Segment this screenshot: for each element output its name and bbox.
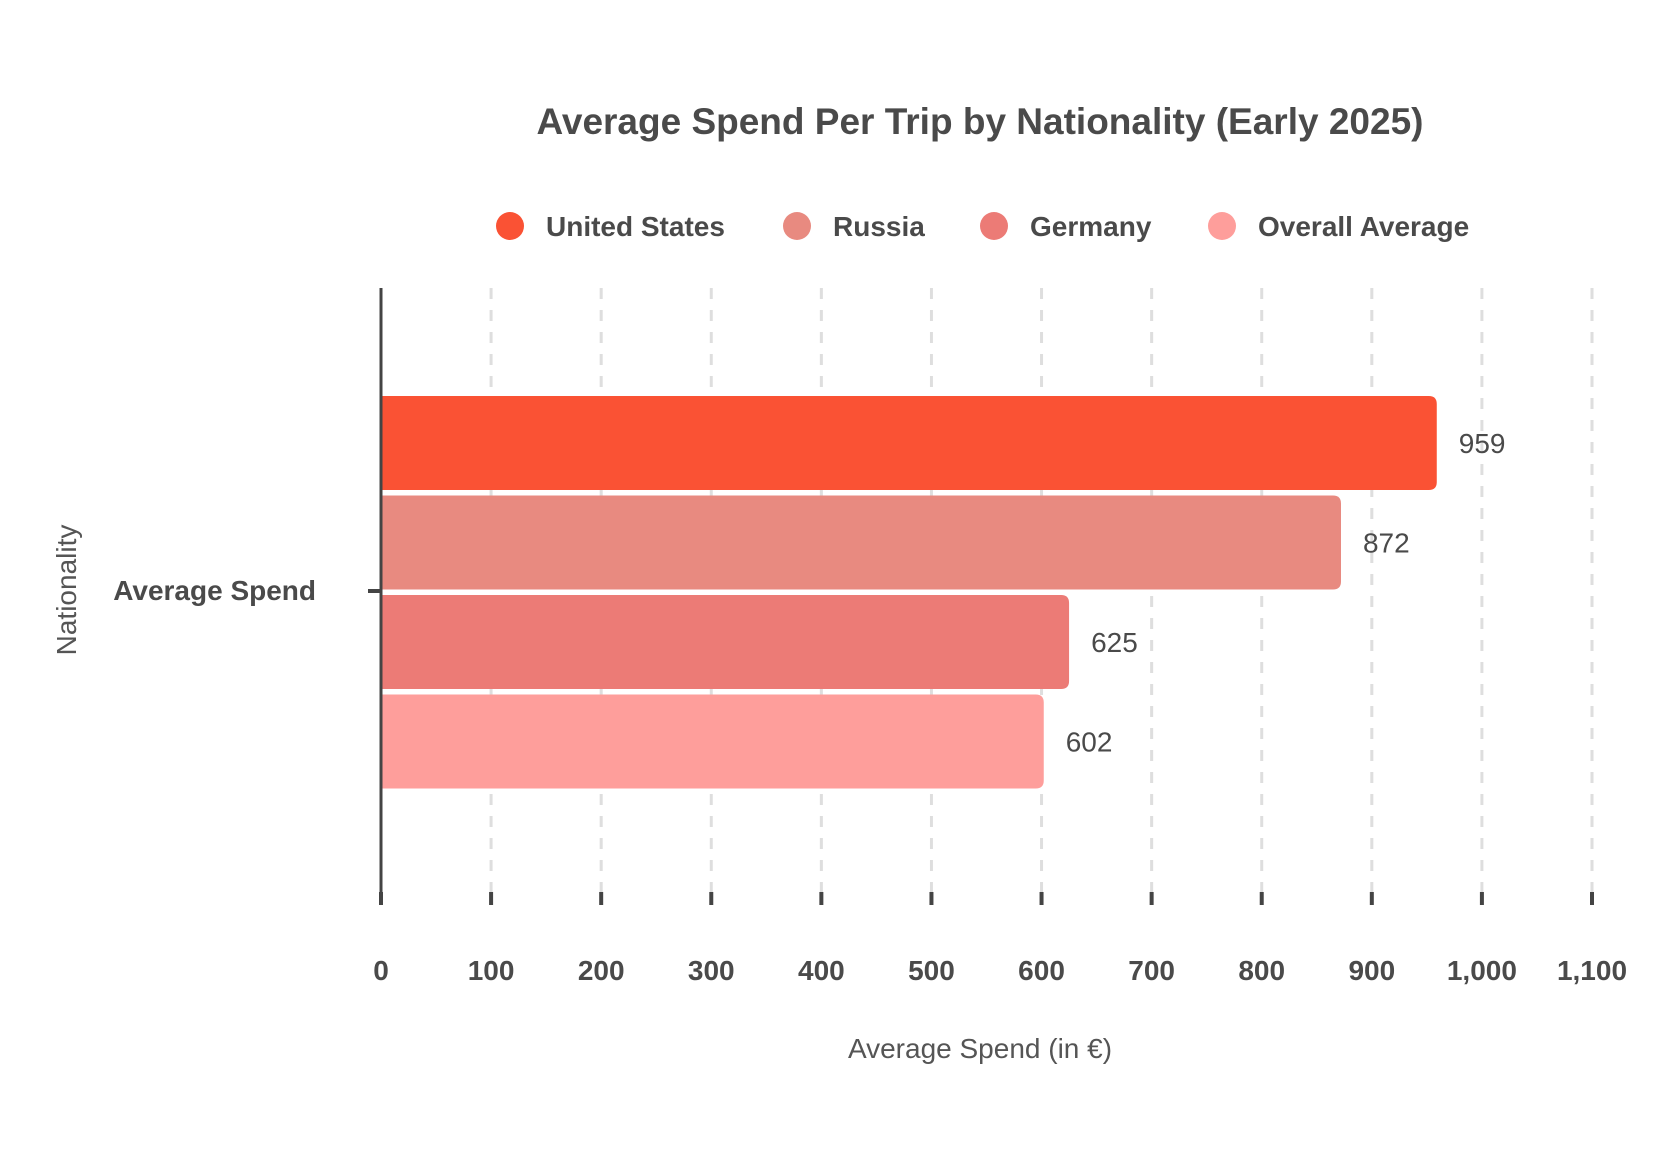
y-axis-title: Nationality <box>51 525 82 656</box>
x-tick-label-900: 900 <box>1348 955 1395 986</box>
legend-item-united-states[interactable]: United States <box>496 211 725 242</box>
x-tick-label-200: 200 <box>578 955 625 986</box>
legend-label-overall-average: Overall Average <box>1258 211 1469 242</box>
y-category-label: Average Spend <box>113 575 316 606</box>
data-label-united-states: 959 <box>1459 428 1506 459</box>
legend-swatch-germany <box>980 212 1008 240</box>
x-tick-label-100: 100 <box>468 955 515 986</box>
x-tick-label-700: 700 <box>1128 955 1175 986</box>
legend-item-russia[interactable]: Russia <box>783 211 925 242</box>
data-labels: 959 872 625 602 <box>1066 428 1506 758</box>
bar-united-states <box>381 396 1437 490</box>
data-label-germany: 625 <box>1091 627 1138 658</box>
x-axis-title: Average Spend (in €) <box>848 1033 1112 1064</box>
x-tick-label-300: 300 <box>688 955 735 986</box>
x-axis-tick-labels: 0 100 200 300 400 500 600 700 800 900 1,000 1,100 <box>373 955 1627 986</box>
bar-overall-average <box>381 694 1044 789</box>
legend-swatch-overall-average <box>1208 212 1236 240</box>
grid <box>489 288 1594 896</box>
legend-swatch-russia <box>783 212 811 240</box>
x-tick-label-500: 500 <box>908 955 955 986</box>
legend-label-germany: Germany <box>1030 211 1152 242</box>
axes <box>368 288 1594 905</box>
legend: United States Russia Germany Overall Averag… <box>496 211 1469 242</box>
legend-label-united-states: United States <box>546 211 725 242</box>
x-tick-label-1000: 1,000 <box>1447 955 1517 986</box>
x-tick-label-600: 600 <box>1018 955 1065 986</box>
bar-germany <box>381 595 1070 689</box>
data-label-overall-average: 602 <box>1066 727 1113 758</box>
legend-label-russia: Russia <box>833 211 925 242</box>
x-tick-label-800: 800 <box>1238 955 1285 986</box>
x-tick-label-1100: 1,100 <box>1557 955 1627 986</box>
bar-russia <box>381 495 1341 590</box>
legend-item-germany[interactable]: Germany <box>980 211 1152 242</box>
bars <box>381 396 1437 789</box>
x-tick-label-0: 0 <box>373 955 389 986</box>
legend-swatch-united-states <box>496 212 524 240</box>
data-label-russia: 872 <box>1363 528 1410 559</box>
chart-title: Average Spend Per Trip by Nationality (E… <box>537 101 1424 142</box>
legend-item-overall-average[interactable]: Overall Average <box>1208 211 1469 242</box>
x-tick-label-400: 400 <box>798 955 845 986</box>
